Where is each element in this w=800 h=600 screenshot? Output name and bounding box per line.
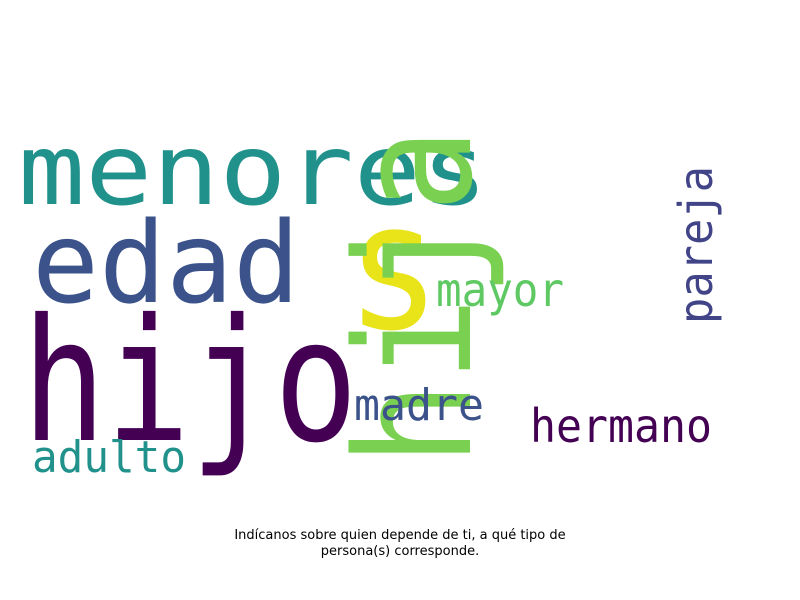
caption-line-2: persona(s) corresponde. <box>320 544 480 559</box>
word-edad: edad <box>32 199 300 329</box>
word-pareja: pareja <box>669 166 723 324</box>
word-mayor: mayor <box>436 263 564 317</box>
word-madre: madre <box>354 380 484 431</box>
word-s: s <box>346 165 441 370</box>
word-adulto: adulto <box>32 432 186 483</box>
word-menores: menores <box>18 114 488 228</box>
word-hijo: hijo <box>22 283 358 481</box>
word-hija: hija <box>321 128 508 466</box>
caption-line-1: Indícanos sobre quien depende de ti, a q… <box>234 528 566 543</box>
figure-caption: Indícanos sobre quien depende de ti, a q… <box>0 528 800 560</box>
word-hermano: hermano <box>530 399 712 453</box>
